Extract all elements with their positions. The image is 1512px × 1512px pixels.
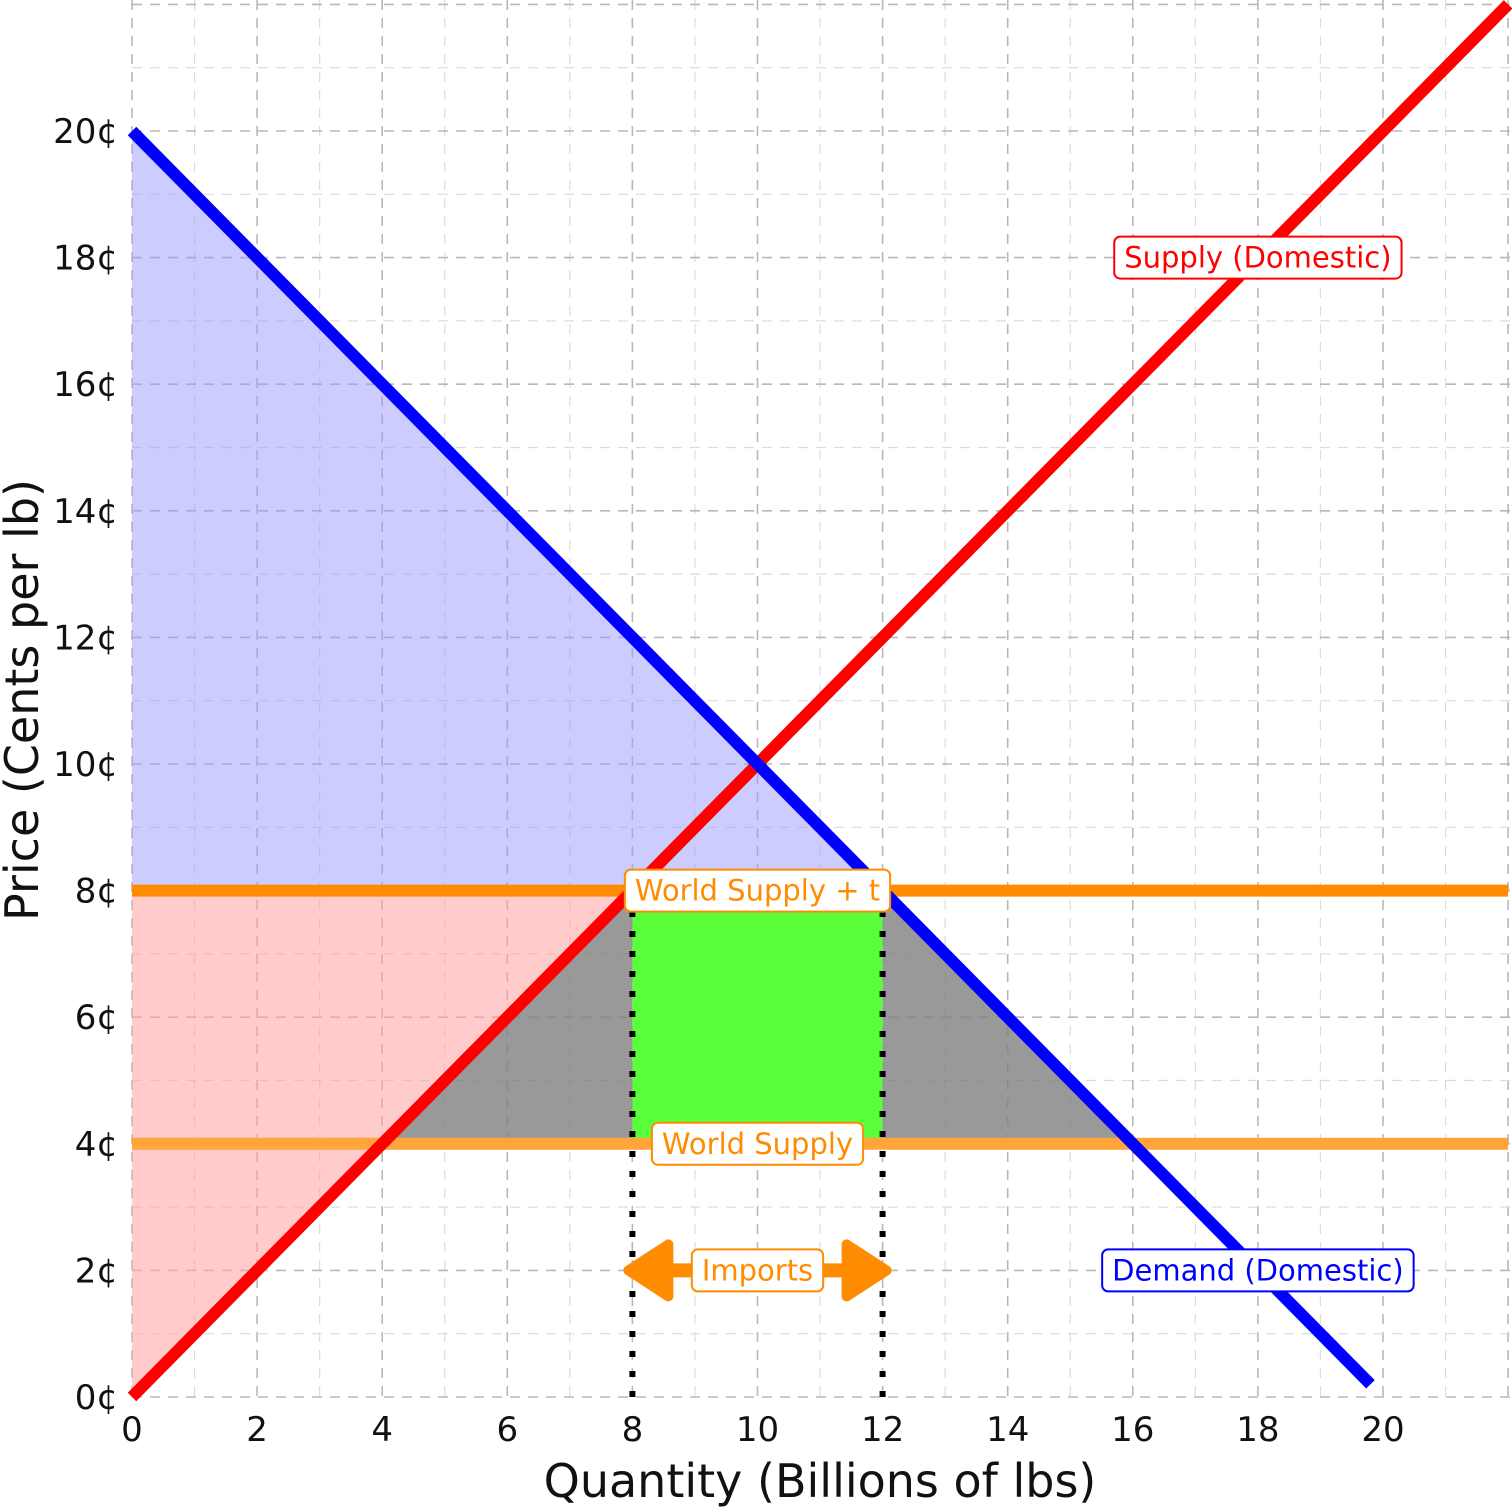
label-text-world-supply: World Supply xyxy=(662,1127,853,1161)
x-tick-label: 18 xyxy=(1236,1410,1279,1450)
y-tick-label: 6¢ xyxy=(75,998,118,1038)
label-box-demand-domestic xyxy=(1101,1248,1415,1293)
label-text-imports: Imports xyxy=(702,1253,813,1287)
imports-arrow-head-right xyxy=(841,1239,892,1302)
y-tick-label: 20¢ xyxy=(53,112,118,152)
x-tick-label: 10 xyxy=(736,1410,779,1450)
label-demand-domestic: Demand (Domestic) xyxy=(1101,1248,1415,1293)
x-tick-label: 6 xyxy=(496,1410,518,1450)
x-tick-label: 12 xyxy=(861,1410,904,1450)
x-axis-title: Quantity (Billions of lbs) xyxy=(544,1454,1097,1508)
label-box-world-supply-t xyxy=(623,868,892,913)
imports-arrow-head-left xyxy=(623,1239,674,1302)
y-tick-label: 18¢ xyxy=(53,239,118,279)
label-box-world-supply xyxy=(650,1121,865,1166)
label-imports: Imports xyxy=(690,1248,825,1293)
x-tick-label: 8 xyxy=(622,1410,644,1450)
x-tick-label: 2 xyxy=(246,1410,268,1450)
series-line-demand-domestic xyxy=(127,126,1375,1389)
y-tick-label: 16¢ xyxy=(53,365,118,405)
label-box-supply-domestic xyxy=(1113,235,1403,280)
label-supply-domestic: Supply (Domestic) xyxy=(1113,235,1403,280)
y-tick-label: 8¢ xyxy=(75,872,118,912)
x-tick-label: 4 xyxy=(371,1410,393,1450)
label-text-demand-domestic: Demand (Domestic) xyxy=(1112,1253,1403,1287)
label-world-supply-t: World Supply + t xyxy=(623,868,892,913)
x-tick-label: 20 xyxy=(1361,1410,1404,1450)
annotations: Supply (Domestic) World Supply + t World S… xyxy=(623,235,1415,1293)
ticks: 0 2 4 6 8 10 12 14 16 18 20 0¢ 2¢ 4¢ 6¢ 8¢ 10¢ 12¢ 14¢ 16¢ 1… xyxy=(53,112,1405,1450)
reference-lines xyxy=(629,890,886,1397)
label-text-supply-domestic: Supply (Domestic) xyxy=(1124,241,1391,275)
label-text-world-supply-t: World Supply + t xyxy=(635,874,880,908)
x-tick-label: 14 xyxy=(986,1410,1029,1450)
label-world-supply: World Supply xyxy=(650,1121,865,1166)
y-axis-title: Price (Cents per lb) xyxy=(0,479,49,921)
y-tick-label: 2¢ xyxy=(75,1251,118,1291)
shaded-region-4 xyxy=(632,890,883,1144)
y-tick-label: 12¢ xyxy=(53,618,118,658)
y-tick-label: 4¢ xyxy=(75,1125,118,1165)
y-tick-label: 0¢ xyxy=(75,1378,118,1418)
x-tick-label: 16 xyxy=(1111,1410,1154,1450)
y-tick-label: 14¢ xyxy=(53,492,118,532)
x-tick-label: 0 xyxy=(121,1410,143,1450)
y-tick-label: 10¢ xyxy=(53,745,118,785)
label-box-imports xyxy=(690,1248,825,1293)
